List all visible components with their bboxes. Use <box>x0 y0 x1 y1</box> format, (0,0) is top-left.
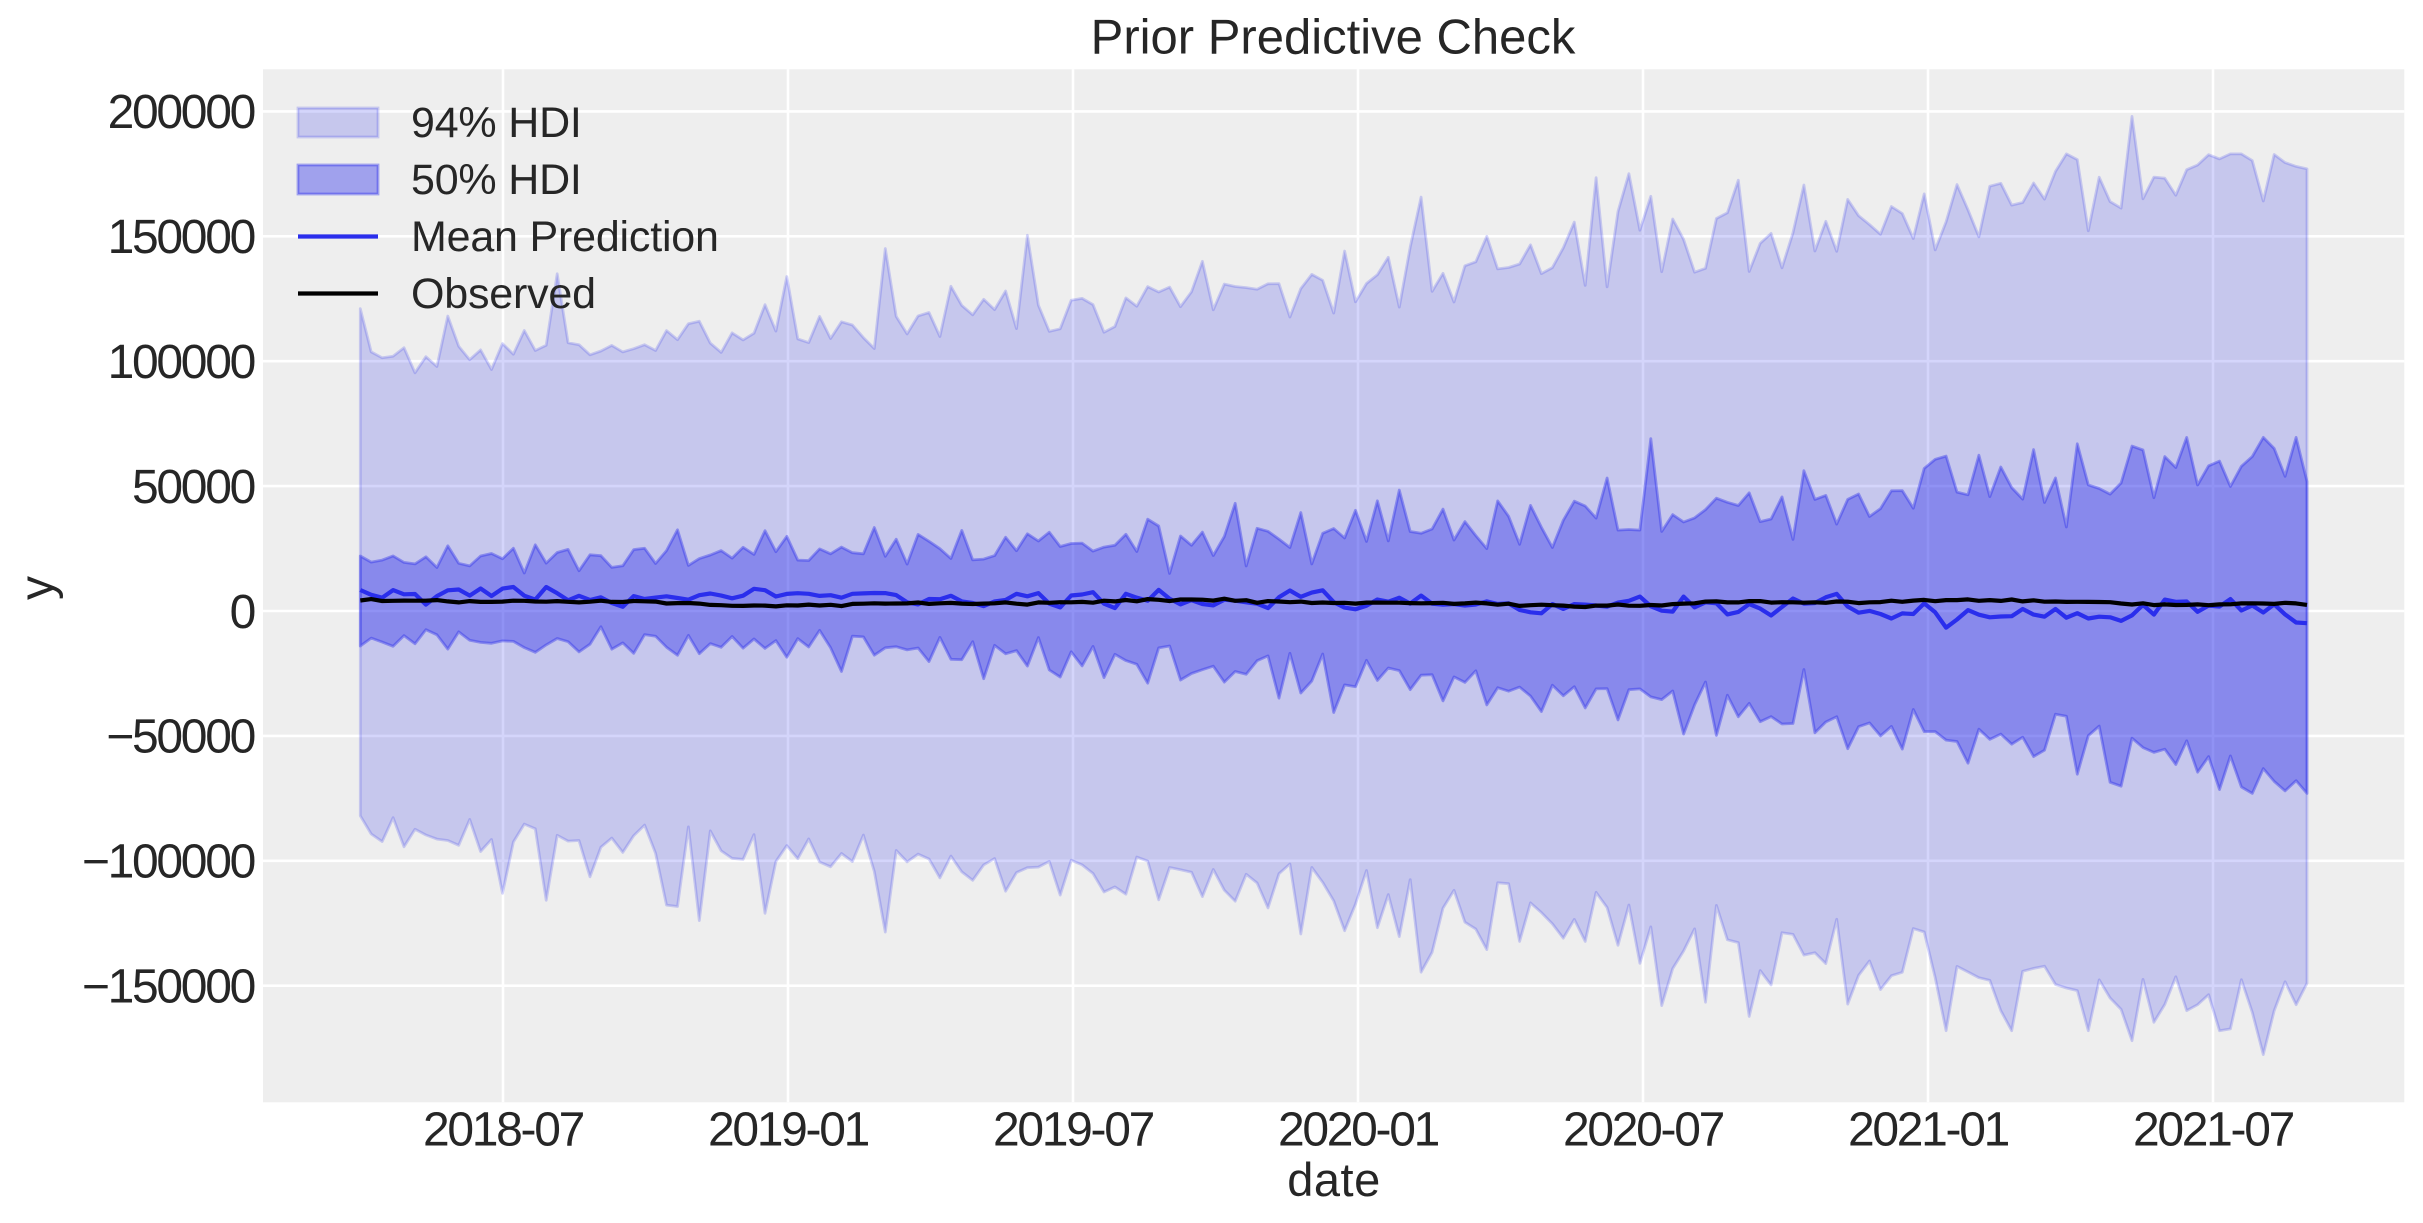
svg-text:2021-01: 2021-01 <box>1848 1104 2009 1157</box>
svg-text:50% HDI: 50% HDI <box>411 156 582 204</box>
svg-text:2020-01: 2020-01 <box>1278 1104 1439 1157</box>
svg-text:2018-07: 2018-07 <box>423 1104 584 1157</box>
svg-text:2019-07: 2019-07 <box>993 1104 1154 1157</box>
svg-text:2021-07: 2021-07 <box>2133 1104 2294 1157</box>
svg-text:50000: 50000 <box>132 461 255 514</box>
svg-text:100000: 100000 <box>108 336 255 389</box>
svg-text:y: y <box>11 576 64 600</box>
svg-text:Observed: Observed <box>411 270 596 318</box>
svg-text:Mean Prediction: Mean Prediction <box>411 213 719 261</box>
svg-text:2020-07: 2020-07 <box>1563 1104 1724 1157</box>
svg-text:Prior Predictive Check: Prior Predictive Check <box>1091 11 1576 65</box>
svg-text:0: 0 <box>230 586 255 639</box>
svg-text:date: date <box>1287 1153 1380 1206</box>
svg-text:−50000: −50000 <box>106 711 254 764</box>
svg-text:94% HDI: 94% HDI <box>411 99 582 147</box>
svg-text:−100000: −100000 <box>82 836 255 889</box>
svg-text:150000: 150000 <box>108 211 255 264</box>
svg-text:−150000: −150000 <box>82 961 255 1014</box>
svg-text:200000: 200000 <box>108 86 255 139</box>
svg-text:2019-01: 2019-01 <box>708 1104 869 1157</box>
